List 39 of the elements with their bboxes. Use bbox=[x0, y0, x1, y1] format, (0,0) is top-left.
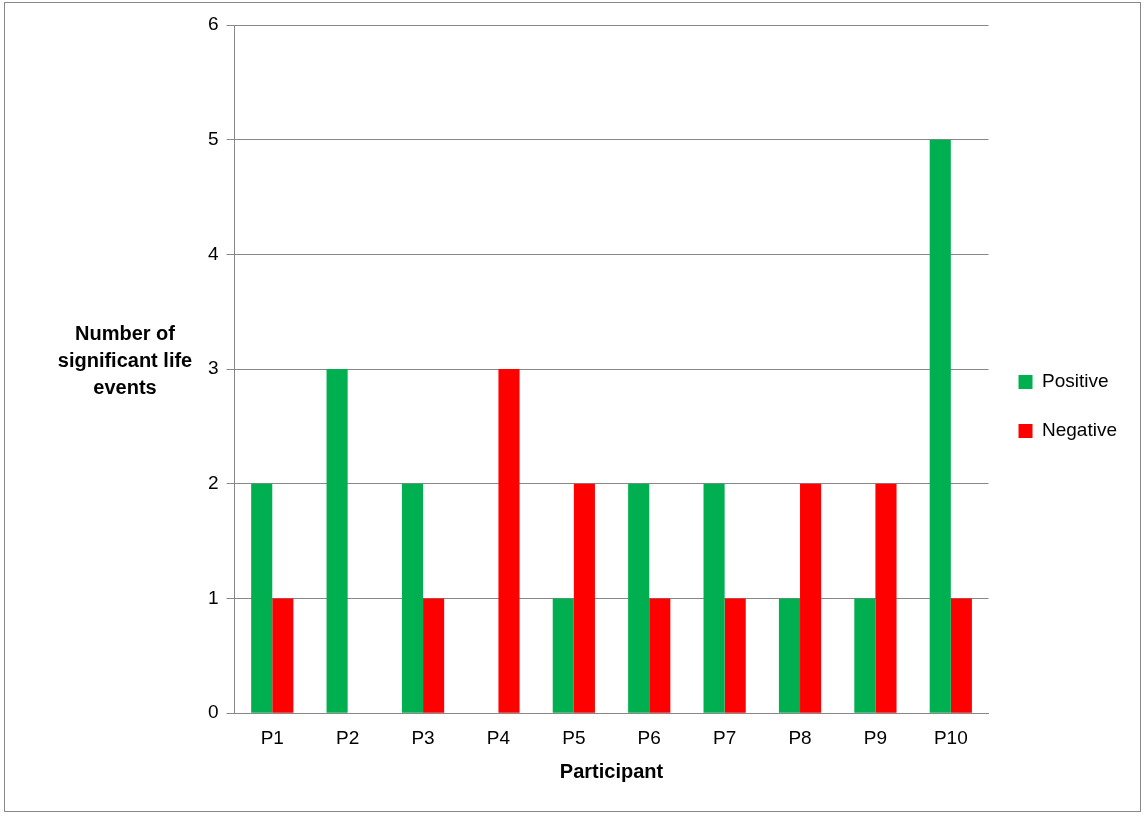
bar bbox=[498, 369, 520, 713]
bar bbox=[423, 598, 445, 713]
bar bbox=[854, 598, 876, 713]
bar bbox=[326, 369, 348, 713]
bar bbox=[950, 598, 972, 713]
bar bbox=[649, 598, 671, 713]
bar bbox=[272, 598, 294, 713]
legend-label: Positive bbox=[1042, 370, 1109, 392]
y-tick-label: 5 bbox=[207, 127, 219, 149]
bar bbox=[401, 483, 424, 713]
x-tick-label: P4 bbox=[486, 726, 511, 748]
x-tick-label: P1 bbox=[260, 726, 284, 748]
y-axis-title: Number of significant life events bbox=[57, 322, 193, 398]
x-tick-label: P6 bbox=[637, 726, 661, 748]
x-tick-label: P7 bbox=[713, 726, 737, 748]
bar bbox=[875, 483, 897, 713]
x-tick-label: P10 bbox=[933, 726, 968, 748]
bar bbox=[724, 598, 746, 713]
x-axis-title: Participant bbox=[559, 759, 664, 782]
bar bbox=[251, 483, 273, 713]
bar bbox=[703, 483, 725, 713]
bar bbox=[573, 483, 595, 713]
x-tick-label: P3 bbox=[411, 726, 435, 748]
x-tick-label: P8 bbox=[788, 726, 812, 748]
x-tick-label: P2 bbox=[336, 726, 360, 748]
x-tick-label: P5 bbox=[562, 726, 586, 748]
y-tick-label: 6 bbox=[207, 13, 219, 35]
bar bbox=[552, 598, 574, 713]
y-tick-label: 3 bbox=[207, 357, 219, 379]
bar bbox=[628, 483, 650, 713]
bar bbox=[929, 139, 951, 713]
x-tick-label: P9 bbox=[863, 726, 888, 748]
y-tick-label: 4 bbox=[207, 242, 219, 264]
y-tick-label: 1 bbox=[207, 586, 219, 608]
bar bbox=[778, 598, 801, 713]
legend-label: Negative bbox=[1042, 419, 1118, 441]
bar bbox=[800, 483, 822, 713]
y-tick-label: 2 bbox=[207, 472, 219, 494]
y-tick-label: 0 bbox=[207, 701, 219, 723]
